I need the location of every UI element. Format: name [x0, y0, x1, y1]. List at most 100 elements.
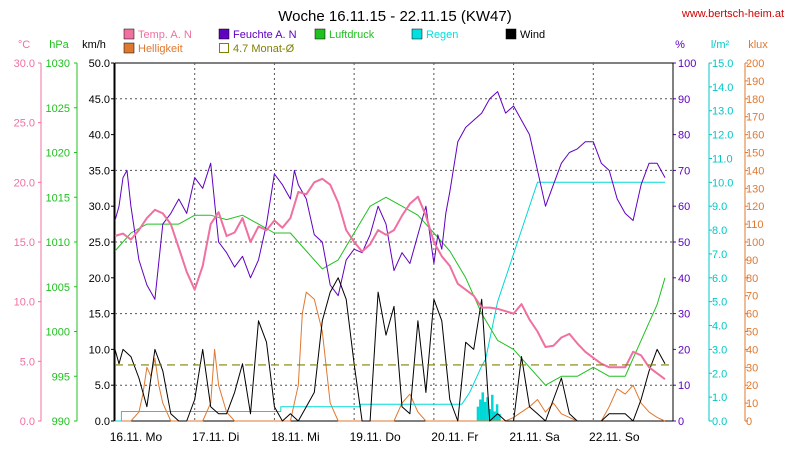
series-line-pressure — [114, 196, 666, 386]
axis-light: 0 10 20 30 40 50 60 70 80 90 100 110 120 130 140 150 160… — [744, 58, 764, 428]
x-tick-label: 21.11. Sa — [509, 430, 560, 444]
series-line-wind — [114, 277, 666, 422]
axis-tick-label-humidity: 60 — [678, 201, 690, 213]
axis-unit-wind: km/h — [82, 39, 106, 51]
rain-bar — [476, 406, 480, 421]
rain-bar — [495, 404, 499, 421]
rain-bar — [491, 394, 494, 421]
axis-tick-label-humidity: 80 — [678, 130, 690, 142]
rain-bar — [481, 392, 484, 421]
legend-swatch-wind — [505, 28, 517, 40]
axis-tick-label-temp: 10.0 — [14, 297, 35, 309]
axis-rain: 0.0 1.0 2.0 3.0 4.0 5.0 6.0 7.0 8.0 9.0 10.0 11.0 12… — [708, 58, 733, 428]
rain-bar — [486, 397, 489, 421]
axis-tick-label-rain: 3.0 — [712, 344, 727, 356]
axis-tick-label-light: 20 — [746, 380, 758, 392]
axis-tick-label-light: 50 — [746, 327, 758, 339]
axis-tick-label-rain: 8.0 — [712, 225, 727, 237]
axis-tick-label-rain: 4.0 — [712, 321, 727, 333]
axes: 0.05.010.015.020.025.030.099099510001005… — [14, 58, 765, 428]
legend: Temp. A. N Feuchte A. N Luftdruck Regen Wind… — [123, 28, 545, 55]
axis-tick-label-rain: 9.0 — [712, 201, 727, 213]
x-tick-label: 20.11. Fr — [431, 430, 478, 444]
axis-tick-label-light: 180 — [746, 94, 764, 106]
rain-bar — [498, 413, 501, 421]
axis-tick-label-light: 140 — [746, 165, 764, 177]
axis-tick-label-humidity: 90 — [678, 94, 690, 106]
axis-tick-label-light: 100 — [746, 237, 764, 249]
axis-tick-label-light: 200 — [746, 58, 764, 70]
x-tick-label: 22.11. So — [589, 430, 640, 444]
axis-tick-label-rain: 5.0 — [712, 297, 727, 309]
axis-tick-label-rain: 14.0 — [712, 82, 733, 94]
legend-swatch-temp — [123, 28, 135, 40]
legend-label-temp: Temp. A. N — [138, 29, 192, 41]
axis-tick-label-light: 40 — [746, 344, 758, 356]
axis-tick-label-light: 120 — [746, 201, 764, 213]
legend-item-temp: Temp. A. N — [123, 28, 192, 41]
legend-label-rain: Regen — [426, 29, 458, 41]
legend-item-light: Helligkeit — [123, 42, 183, 55]
legend-swatch-avg — [219, 43, 229, 53]
axis-tick-label-light: 190 — [746, 76, 764, 88]
axis-pressure: 990 995 1000 1005 1010 1015 1020 1025 1030 — [46, 58, 78, 428]
plot-area — [114, 91, 673, 422]
axis-tick-label-light: 70 — [746, 291, 758, 303]
axis-tick-label-rain: 13.0 — [712, 106, 733, 118]
axis-tick-label-wind: 30.0 — [89, 201, 110, 213]
legend-swatch-rain — [411, 28, 423, 40]
legend-label-light: Helligkeit — [138, 43, 183, 55]
axis-tick-label-wind: 0.0 — [95, 416, 110, 428]
gridlines — [114, 62, 674, 422]
axis-tick-label-pressure: 1005 — [46, 282, 70, 294]
axis-tick-label-light: 130 — [746, 183, 764, 195]
axis-tick-label-light: 30 — [746, 362, 758, 374]
rain-bar — [488, 409, 492, 421]
axis-tick-label-humidity: 30 — [678, 309, 690, 321]
axis-tick-label-pressure: 1020 — [46, 148, 70, 160]
axis-tick-label-wind: 50.0 — [89, 58, 110, 70]
x-tick-label: 18.11. Mi — [271, 430, 319, 444]
x-tick-label: 19.11. Do — [350, 430, 401, 444]
axis-tick-label-humidity: 0 — [678, 416, 684, 428]
legend-item-humidity: Feuchte A. N — [218, 28, 297, 41]
x-axis-labels: 16.11. Mo 17.11. Di 18.11. Mi 19.11. Do 20.1… — [110, 430, 640, 444]
axis-temp: 0.0 5.0 10.0 15.0 20.0 25.0 30.0 — [14, 58, 42, 428]
legend-swatch-pressure — [314, 28, 326, 40]
axis-tick-label-wind: 5.0 — [95, 380, 110, 392]
axis-tick-label-light: 110 — [746, 219, 764, 231]
legend-label-humidity: Feuchte A. N — [233, 29, 297, 41]
axis-tick-label-wind: 45.0 — [89, 94, 110, 106]
axis-tick-label-rain: 0.0 — [712, 416, 727, 428]
axis-tick-label-pressure: 1015 — [46, 192, 70, 204]
rain-bar — [483, 401, 487, 421]
legend-item-avg: 4.7 Monat-Ø — [219, 43, 295, 55]
series-line-temp — [114, 177, 666, 381]
axis-tick-label-light: 80 — [746, 273, 758, 285]
axis-tick-label-rain: 15.0 — [712, 58, 733, 70]
axis-tick-label-rain: 2.0 — [712, 368, 727, 380]
axis-tick-label-light: 90 — [746, 255, 758, 267]
axis-tick-label-rain: 11.0 — [712, 153, 733, 165]
legend-item-rain: Regen — [411, 28, 458, 41]
axis-tick-label-temp: 30.0 — [14, 58, 35, 70]
axis-unit-light: klux — [748, 39, 768, 51]
axis-tick-label-rain: 7.0 — [712, 249, 727, 261]
axis-tick-label-humidity: 70 — [678, 165, 690, 177]
axis-units: °C hPa km/h% l/m² klux — [18, 39, 768, 51]
axis-humidity: 0 10 20 30 40 50 60 70 80 90 100 — [672, 58, 696, 428]
series-line-humidity — [114, 91, 666, 300]
chart-title: Woche 16.11.15 - 22.11.15 (KW47) — [278, 8, 511, 25]
axis-unit-rain: l/m² — [711, 39, 730, 51]
x-tick-label: 17.11. Di — [192, 430, 239, 444]
axis-tick-label-wind: 20.0 — [89, 273, 110, 285]
rain-bar — [479, 399, 482, 421]
axis-tick-label-humidity: 40 — [678, 273, 690, 285]
axis-tick-label-wind: 15.0 — [89, 309, 110, 321]
axis-tick-label-humidity: 50 — [678, 237, 690, 249]
axis-tick-label-humidity: 100 — [678, 58, 696, 70]
axis-tick-label-pressure: 995 — [52, 371, 70, 383]
axis-tick-label-humidity: 20 — [678, 344, 690, 356]
axis-tick-label-pressure: 1000 — [46, 327, 70, 339]
axis-tick-label-light: 10 — [746, 398, 758, 410]
